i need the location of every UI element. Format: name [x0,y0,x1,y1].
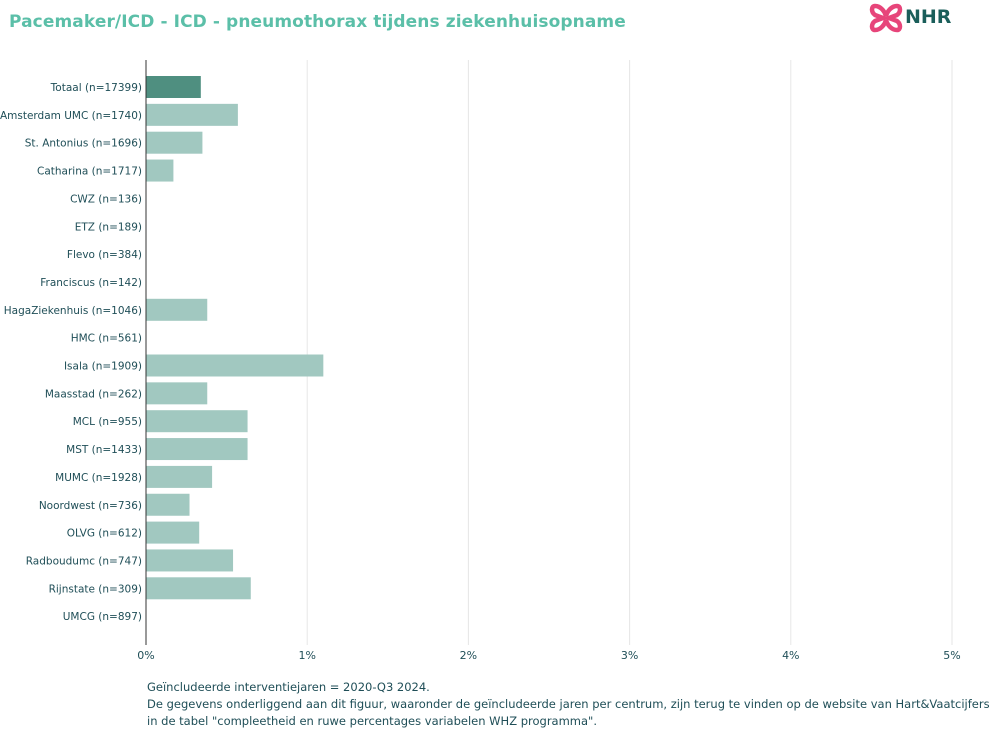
y-tick-label: Franciscus (n=142) [40,277,142,289]
bar [146,438,248,461]
y-tick-label: Maasstad (n=262) [45,388,142,400]
bar [146,382,208,405]
x-tick-label: 0% [137,649,154,662]
footnote-line-3: in de tabel "compleetheid en ruwe percen… [147,714,598,728]
y-tick-label: Radboudumc (n=747) [26,555,142,567]
x-tick-label: 1% [298,649,315,662]
y-tick-label: Flevo (n=384) [67,249,142,261]
y-tick-label: ETZ (n=189) [75,221,142,233]
x-tick-label: 2% [460,649,477,662]
y-tick-label: Isala (n=1909) [64,361,142,373]
logo-text: NHR [905,6,952,28]
y-tick-label: Noordwest (n=736) [39,500,142,512]
bar [146,298,208,321]
x-tick-label: 4% [782,649,799,662]
y-tick-label: HMC (n=561) [71,333,142,345]
y-tick-label: Catharina (n=1717) [37,166,142,178]
y-tick-label: HagaZiekenhuis (n=1046) [4,305,142,317]
nhr-logo: NHR [869,2,959,34]
y-tick-label: Amsterdam UMC (n=1740) [0,110,142,122]
y-tick-label: St. Antonius (n=1696) [25,138,142,150]
bar [146,493,190,516]
bar [146,465,213,488]
y-tick-label: UMCG (n=897) [63,611,142,623]
x-tick-label: 3% [621,649,638,662]
bar [146,577,251,600]
bar [146,549,234,572]
x-tick-label: 5% [943,649,960,662]
bar [146,159,174,182]
bar [146,103,238,126]
y-tick-label: CWZ (n=136) [70,193,142,205]
footnote-line-2: De gegevens onderliggend aan dit figuur,… [147,697,990,711]
footnote: Geïncludeerde interventiejaren = 2020-Q3… [147,679,990,730]
bar [146,410,248,433]
bar-chart: 0% 1% 2% 3% 4% 5% Totaal (n=17399) Amsterdam UM… [0,60,961,662]
y-tick-label: MST (n=1433) [66,444,142,456]
footnote-line-1: Geïncludeerde interventiejaren = 2020-Q3… [147,680,430,694]
y-tick-label: Rijnstate (n=309) [49,583,142,595]
nhr-logo-icon [869,3,903,33]
bar [146,521,200,544]
bar [146,76,201,98]
y-tick-label: Totaal (n=17399) [50,82,142,94]
page-title: Pacemaker/ICD - ICD - pneumothorax tijde… [9,12,626,32]
y-tick-label: MUMC (n=1928) [55,472,142,484]
y-tick-label: MCL (n=955) [73,416,142,428]
y-tick-label: OLVG (n=612) [67,528,142,540]
bar [146,354,324,377]
bar [146,131,203,154]
